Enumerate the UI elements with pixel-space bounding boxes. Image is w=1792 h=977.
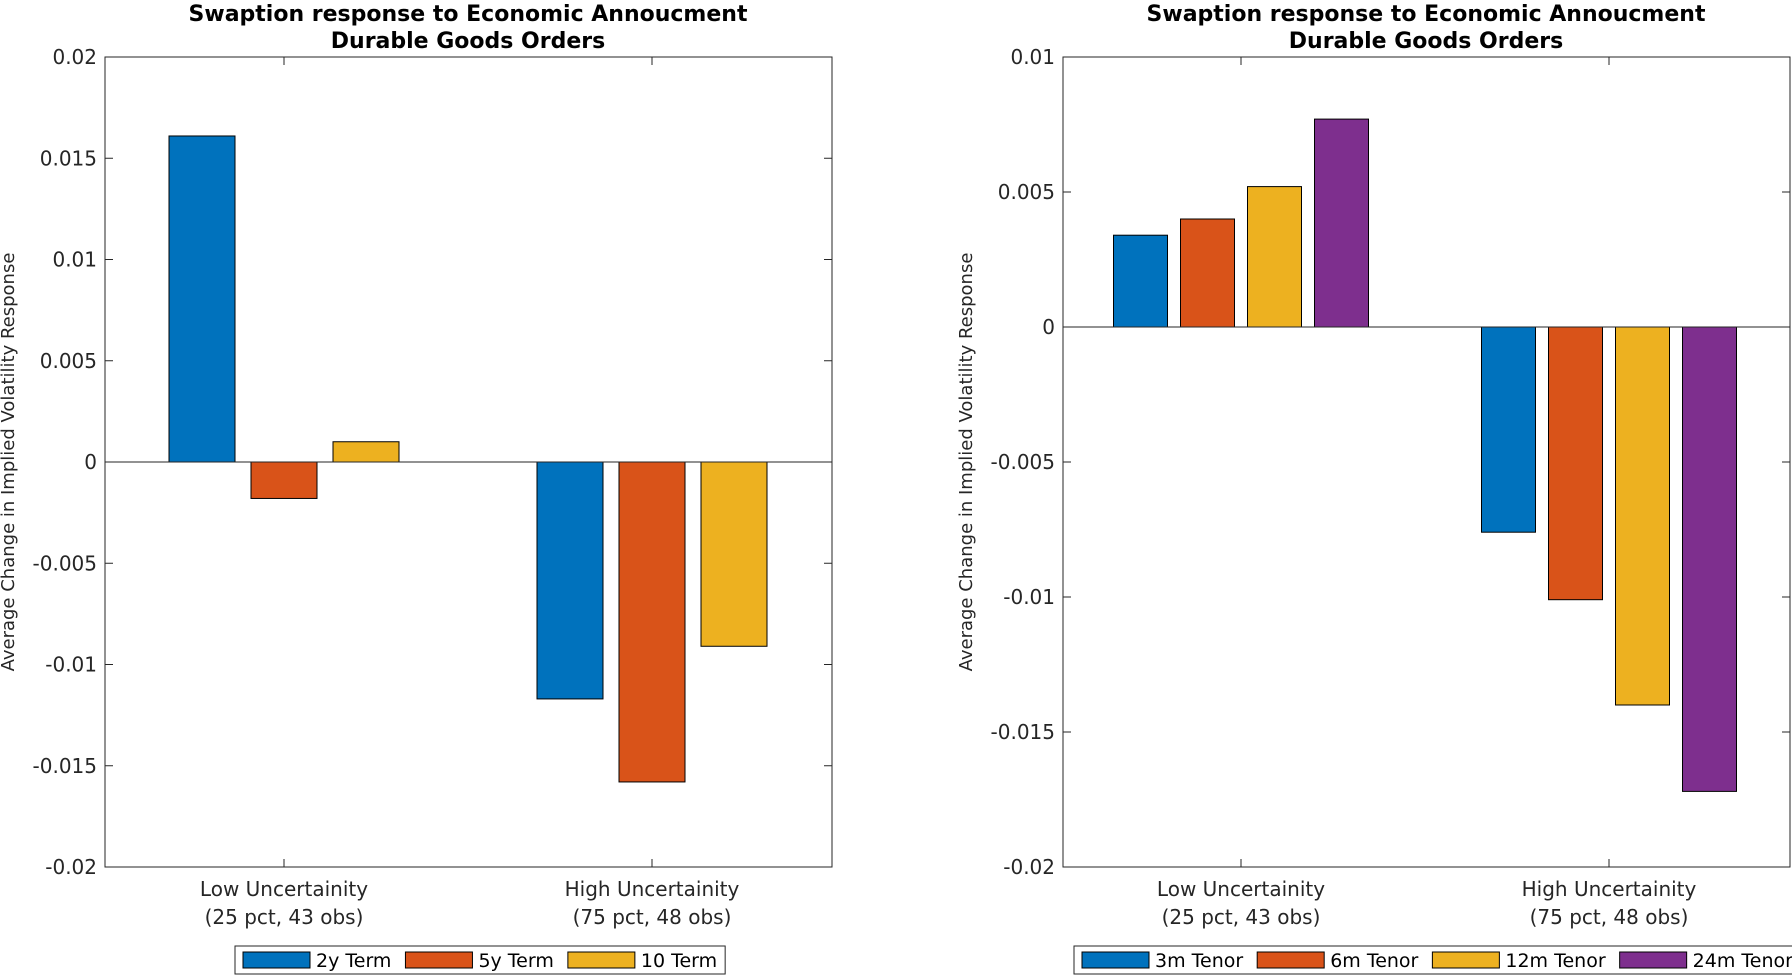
bar <box>618 461 686 783</box>
legend: 2y Term 5y Term 10 Term <box>234 945 726 975</box>
bar <box>1548 326 1603 601</box>
y-tick-label: 0.02 <box>52 45 97 69</box>
legend-swatch <box>567 951 636 969</box>
y-tick-label: 0 <box>1042 315 1055 339</box>
legend-label: 2y Term <box>316 950 391 972</box>
legend-label: 3m Tenor <box>1155 950 1243 972</box>
bar <box>168 135 236 463</box>
legend-swatch <box>1081 951 1150 969</box>
chart-title: Swaption response to Economic Annoucment <box>1147 2 1706 27</box>
y-tick-label: 0.005 <box>998 180 1055 204</box>
chart-title: Swaption response to Economic Annoucment <box>189 2 748 27</box>
y-tick-label: -0.005 <box>33 551 97 575</box>
bar <box>1247 186 1302 328</box>
legend-label: 12m Tenor <box>1505 950 1605 972</box>
chart-subtitle: Durable Goods Orders <box>1289 29 1563 54</box>
bar <box>250 461 318 499</box>
x-category-sublabel: (25 pct, 43 obs) <box>1162 905 1321 929</box>
legend-label: 5y Term <box>478 950 553 972</box>
chart-subtitle: Durable Goods Orders <box>331 29 605 54</box>
legend-swatch <box>404 951 473 969</box>
x-category-label: Low Uncertainity <box>200 877 368 901</box>
bar <box>1180 218 1235 328</box>
legend-swatch <box>1431 951 1500 969</box>
y-tick-label: 0.01 <box>1010 45 1055 69</box>
x-category-label: High Uncertainity <box>565 877 740 901</box>
y-axis-label: Average Change in Implied Volatility Res… <box>0 253 19 672</box>
legend-box <box>234 945 726 975</box>
legend-label: 10 Term <box>641 950 717 972</box>
y-tick-label: -0.015 <box>991 720 1055 744</box>
bar <box>1113 234 1168 328</box>
legend-swatch <box>1619 951 1688 969</box>
x-category-sublabel: (75 pct, 48 obs) <box>573 905 732 929</box>
y-tick-label: 0 <box>84 450 97 474</box>
plot-area <box>1062 56 1791 868</box>
y-tick-label: 0.015 <box>40 146 97 170</box>
legend-label: 24m Tenor <box>1693 950 1792 972</box>
bar <box>1314 118 1369 328</box>
chart-1: Swaption response to Economic Annoucment… <box>0 2 833 975</box>
y-axis-label: Average Change in Implied Volatility Res… <box>956 253 977 672</box>
x-category-sublabel: (25 pct, 43 obs) <box>205 905 364 929</box>
legend-swatch <box>242 951 311 969</box>
y-tick-label: -0.015 <box>33 754 97 778</box>
y-tick-label: -0.01 <box>45 653 97 677</box>
bar <box>1682 326 1737 792</box>
bar <box>1481 326 1536 533</box>
bar <box>332 441 400 463</box>
x-category-sublabel: (75 pct, 48 obs) <box>1530 905 1689 929</box>
chart-2: Swaption response to Economic Annoucment… <box>956 2 1792 975</box>
y-tick-label: -0.01 <box>1003 585 1055 609</box>
legend-swatch <box>1256 951 1325 969</box>
bar <box>700 461 768 647</box>
bar <box>536 461 604 700</box>
legend-label: 6m Tenor <box>1330 950 1418 972</box>
x-category-label: Low Uncertainity <box>1157 877 1325 901</box>
y-tick-label: 0.01 <box>52 248 97 272</box>
y-tick-label: -0.02 <box>1003 855 1055 879</box>
y-tick-label: -0.02 <box>45 855 97 879</box>
legend: 3m Tenor 6m Tenor 12m Tenor 24m Tenor <box>1073 945 1792 975</box>
bar <box>1615 326 1670 706</box>
x-category-label: High Uncertainity <box>1522 877 1697 901</box>
y-tick-label: 0.005 <box>40 349 97 373</box>
y-tick-label: -0.005 <box>991 450 1055 474</box>
